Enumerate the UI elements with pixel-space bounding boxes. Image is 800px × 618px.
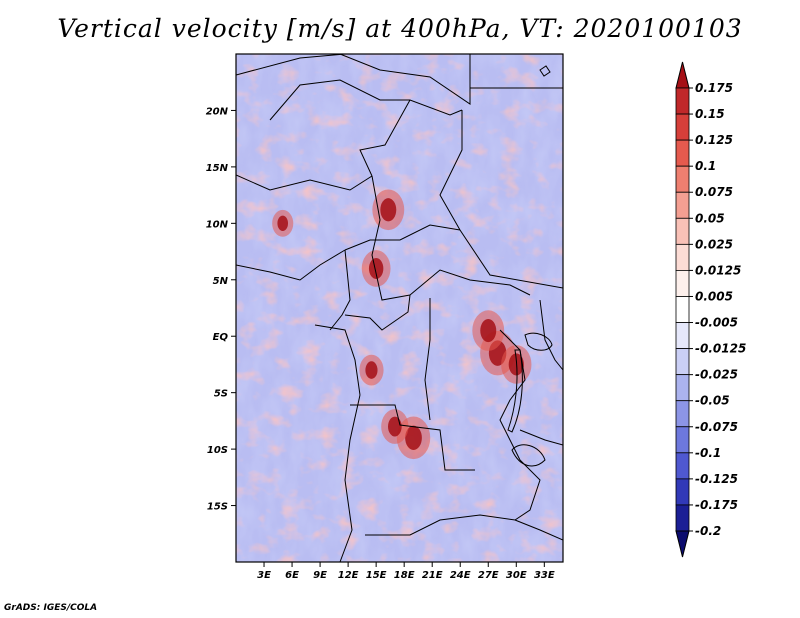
plot-frame — [235, 53, 564, 563]
chart-title: Vertical velocity [m/s] at 400hPa, VT: 2… — [57, 14, 743, 43]
colorbar-swatch — [675, 426, 690, 454]
hotspot-group — [272, 189, 532, 460]
x-tick-label: 18E — [394, 570, 415, 581]
colorbar-label: -0.005 — [695, 316, 738, 330]
updraft-core — [480, 318, 497, 343]
y-tick-label: 5S — [214, 389, 228, 400]
colorbar-swatch — [675, 400, 690, 428]
colorbar-swatch — [675, 191, 690, 219]
country-borders — [236, 54, 563, 562]
colorbar-swatch — [675, 217, 690, 245]
y-tick-label: 5N — [213, 276, 229, 287]
updraft-core — [405, 425, 422, 450]
map-field — [236, 54, 563, 562]
colorbar-swatch — [675, 452, 690, 480]
y-tick-label: EQ — [213, 332, 229, 343]
colorbar-swatch — [675, 504, 690, 532]
colorbar-label: 0.0125 — [695, 263, 741, 277]
colorbar-swatch — [675, 478, 690, 506]
updraft-core — [365, 361, 378, 379]
colorbar-swatch — [675, 270, 690, 297]
colorbar-swatch — [675, 243, 690, 271]
colorbar-label: 0.1 — [695, 159, 716, 173]
colorbar-label: -0.025 — [695, 368, 738, 382]
colorbar-swatch — [675, 322, 690, 349]
colorbar-swatch — [675, 296, 690, 323]
y-tick-label: 20N — [206, 106, 229, 117]
colorbar-label: 0.025 — [695, 237, 733, 251]
colorbar: 0.175 0.15 0.125 0.1 0.075 0.05 0.025 0.0125 0.0… — [675, 61, 746, 558]
colorbar-label: 0.005 — [695, 289, 733, 303]
x-tick-label: 9E — [313, 570, 327, 581]
field-texture — [236, 54, 563, 562]
colorbar-label: 0.175 — [695, 81, 733, 95]
x-tick-label: 30E — [506, 570, 527, 581]
colorbar-label: -0.0125 — [695, 342, 746, 356]
colorbar-label: -0.05 — [695, 394, 730, 408]
colorbar-label: 0.125 — [695, 133, 733, 147]
x-tick-label: 24E — [450, 570, 471, 581]
colorbar-label: -0.2 — [695, 524, 721, 538]
updraft-core — [388, 416, 402, 437]
colorbar-swatch — [675, 374, 690, 402]
y-tick-label: 15S — [207, 502, 228, 513]
y-axis: 20N 15N 10N 5N EQ 5S 10S 15S — [206, 106, 236, 513]
colorbar-swatch — [675, 165, 690, 193]
colorbar-label: -0.075 — [695, 420, 738, 434]
colorbar-label: 0.15 — [695, 107, 725, 121]
x-tick-label: 15E — [366, 570, 387, 581]
grads-credit: GrADS: IGES/COLA — [4, 603, 98, 613]
colorbar-label: 0.075 — [695, 185, 733, 199]
x-tick-label: 6E — [285, 570, 299, 581]
colorbar-swatch — [675, 87, 690, 115]
colorbar-swatch — [675, 139, 690, 167]
x-tick-label: 21E — [422, 570, 443, 581]
x-axis: 3E 6E 9E 12E 15E 18E 21E 24E 27E 30E 33E — [257, 562, 555, 581]
updraft-core — [380, 198, 397, 222]
colorbar-bottom-triangle — [675, 530, 690, 558]
y-tick-label: 15N — [206, 163, 229, 174]
x-tick-label: 3E — [257, 570, 271, 581]
colorbar-label: 0.05 — [695, 211, 725, 225]
updraft-core — [368, 258, 384, 279]
colorbar-swatch — [675, 348, 690, 376]
y-tick-label: 10S — [207, 445, 228, 456]
updraft-core — [277, 215, 288, 232]
x-tick-label: 12E — [338, 570, 359, 581]
x-tick-label: 33E — [534, 570, 555, 581]
y-tick-label: 10N — [206, 219, 229, 230]
colorbar-label: -0.175 — [695, 498, 738, 512]
colorbar-label: -0.1 — [695, 446, 721, 460]
x-tick-label: 27E — [478, 570, 499, 581]
colorbar-swatch — [675, 113, 690, 141]
colorbar-top-triangle — [675, 61, 690, 89]
colorbar-label: -0.125 — [695, 472, 738, 486]
